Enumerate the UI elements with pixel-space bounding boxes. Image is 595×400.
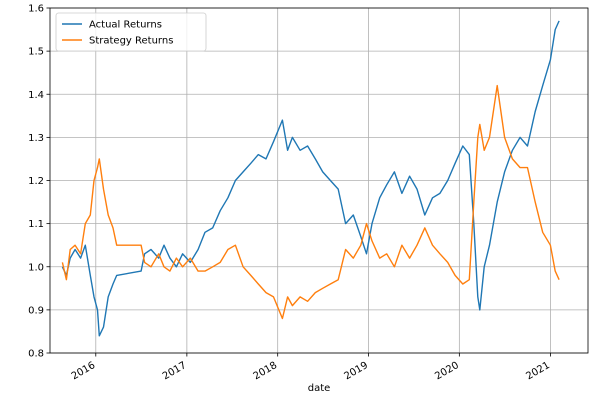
legend: Actual Returns Strategy Returns [55,12,207,52]
y-tick-label: 1.3 [28,133,44,144]
y-tick-label: 1.4 [28,90,44,101]
y-tick-label: 1.5 [28,47,44,58]
y-tick-label: 0.8 [28,349,44,360]
series-layer [61,20,560,337]
y-tick-label: 1.0 [28,262,44,273]
y-tick-label: 1.6 [28,4,44,15]
y-tick-label: 1.1 [28,219,44,230]
plot-area [49,7,589,354]
x-axis-label: date [308,383,331,394]
legend-label: Strategy Returns [89,36,173,47]
y-tick-label: 0.9 [28,305,44,316]
legend-box [55,12,207,52]
y-tick-label: 1.2 [28,176,44,187]
series-line-1 [61,20,560,337]
series-line-2 [61,84,560,320]
y-axis: 0.8 0.9 1.0 1.1 1.2 1.3 1.4 1.5 1.6 [28,4,50,360]
legend-label: Actual Returns [89,20,162,31]
